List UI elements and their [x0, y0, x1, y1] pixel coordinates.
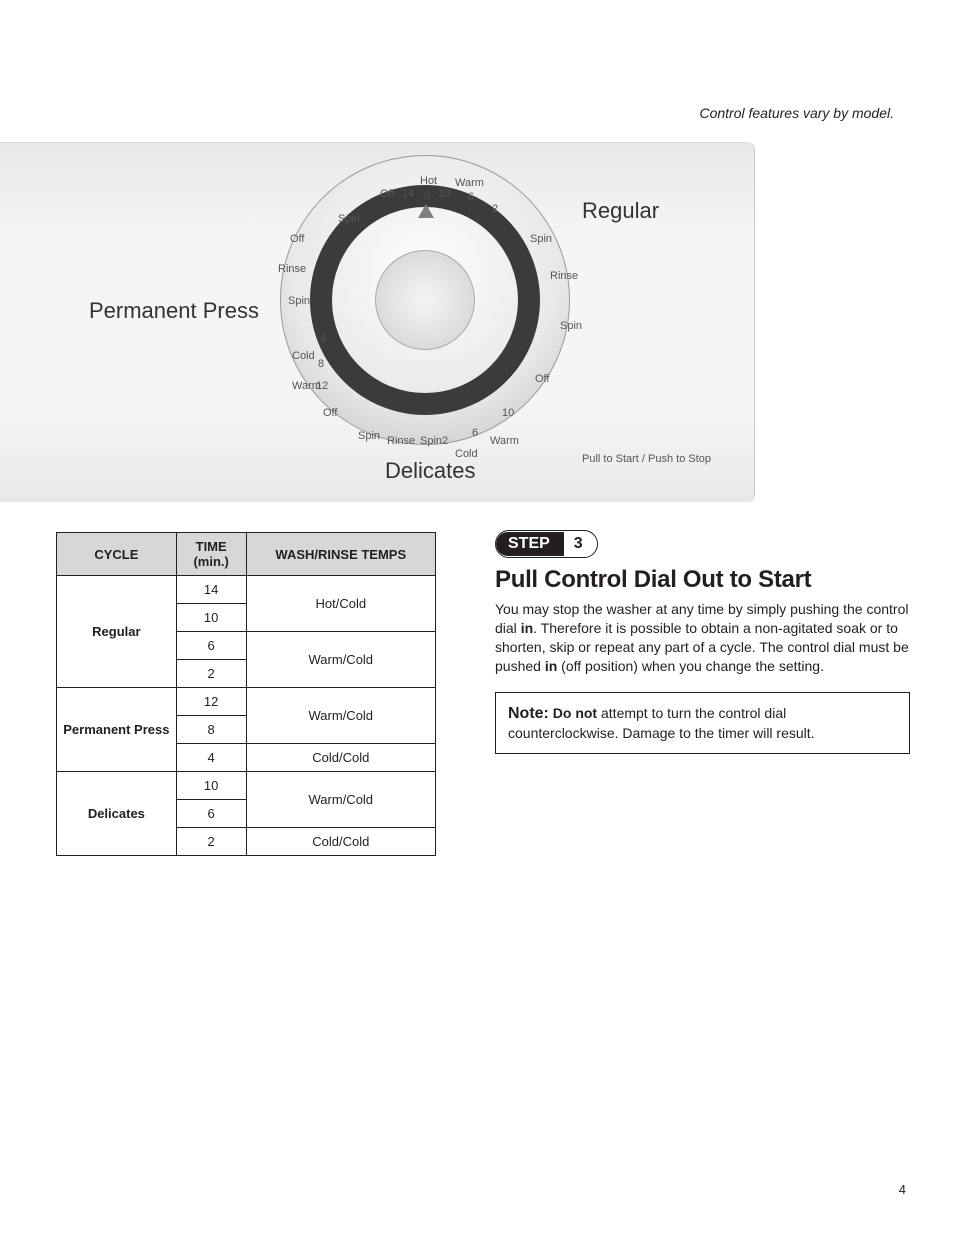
dial-tick: 2 — [442, 435, 448, 447]
dial-tick: Warm — [490, 435, 519, 447]
dial-tick: Spin — [560, 320, 582, 332]
time-cell: 12 — [176, 688, 246, 716]
time-cell: 6 — [176, 800, 246, 828]
time-cell: 2 — [176, 660, 246, 688]
dial-tick: 14 — [402, 188, 414, 200]
dial-tick: 10 — [502, 407, 514, 419]
dial-panel: Permanent Press Regular Delicates Pull t… — [0, 142, 755, 502]
dial-tick: Spin — [358, 430, 380, 442]
dial-tick: 2 — [492, 203, 498, 215]
th-cycle: CYCLE — [57, 533, 177, 576]
step-bold-in: in — [545, 658, 557, 674]
step-text: (off position) when you change the setti… — [557, 658, 824, 674]
cycle-name-cell: Permanent Press — [57, 688, 177, 772]
dial-tick: Off — [535, 373, 549, 385]
table-row: Permanent Press 12 Warm/Cold — [57, 688, 436, 716]
dial-tick: Spin — [288, 295, 310, 307]
dial-tick: 6 — [468, 191, 474, 203]
dial-tick: 8 — [318, 358, 324, 370]
note-lead: Note: — [508, 705, 549, 722]
cycle-name-cell: Regular — [57, 576, 177, 688]
table-body: Regular 14 Hot/Cold 10 6 Warm/Cold 2 Per… — [57, 576, 436, 856]
step-section: STEP 3 Pull Control Dial Out to Start Yo… — [495, 530, 910, 754]
table-header: CYCLE TIME (min.) WASH/RINSE TEMPS — [57, 533, 436, 576]
cycle-name-cell: Delicates — [57, 772, 177, 856]
dial-tick: Warm — [292, 380, 321, 392]
dial-tick: Warm — [455, 177, 484, 189]
time-cell: 6 — [176, 632, 246, 660]
dial-label-regular: Regular — [582, 198, 659, 224]
time-cell: 14 — [176, 576, 246, 604]
temp-cell: Cold/Cold — [246, 744, 435, 772]
dial-tick: Spin — [338, 213, 360, 225]
step-number: 3 — [564, 535, 597, 553]
step-word: STEP — [496, 532, 564, 556]
dial-tick: 4 — [320, 333, 326, 345]
dial-tick: Rinse — [387, 435, 415, 447]
dial-pointer-icon — [418, 204, 434, 218]
temp-cell: Hot/Cold — [246, 576, 435, 632]
dial-label-delicates: Delicates — [385, 458, 475, 484]
note-box: Note: Do not attempt to turn the control… — [495, 692, 910, 754]
temp-cell: Warm/Cold — [246, 632, 435, 688]
dial-tick: Cold — [292, 350, 315, 362]
dial-tick: Cold — [455, 448, 478, 460]
dial-tick: Off — [380, 188, 394, 200]
temp-cell: Warm/Cold — [246, 688, 435, 744]
dial-tick: 10 — [438, 188, 450, 200]
time-cell: 4 — [176, 744, 246, 772]
note-donot: Do not — [553, 705, 597, 721]
step-body: You may stop the washer at any time by s… — [495, 600, 910, 676]
pull-start-text: Pull to Start / Push to Stop — [582, 453, 711, 465]
time-cell: 2 — [176, 828, 246, 856]
dial-tick: Off — [323, 407, 337, 419]
time-cell: 10 — [176, 772, 246, 800]
temp-cell: Cold/Cold — [246, 828, 435, 856]
control-dial[interactable]: Hot Off 14 0 10 6 Warm 2 Spin Rinse Spin… — [280, 155, 570, 445]
dial-knob — [375, 250, 475, 350]
step-badge: STEP 3 — [495, 530, 598, 558]
dial-tick: Spin — [530, 233, 552, 245]
th-time: TIME (min.) — [176, 533, 246, 576]
time-cell: 8 — [176, 716, 246, 744]
page-number: 4 — [899, 1182, 906, 1197]
dial-tick: 6 — [472, 427, 478, 439]
model-note: Control features vary by model. — [699, 105, 894, 121]
dial-tick: 0 — [424, 190, 430, 202]
table-row: Regular 14 Hot/Cold — [57, 576, 436, 604]
dial-tick: Hot — [420, 175, 437, 187]
temp-cell: Warm/Cold — [246, 772, 435, 828]
th-temps: WASH/RINSE TEMPS — [246, 533, 435, 576]
dial-tick: Off — [290, 233, 304, 245]
time-cell: 10 — [176, 604, 246, 632]
step-title: Pull Control Dial Out to Start — [495, 566, 910, 594]
dial-tick: Rinse — [278, 263, 306, 275]
cycle-table: CYCLE TIME (min.) WASH/RINSE TEMPS Regul… — [56, 532, 436, 856]
dial-tick: Rinse — [550, 270, 578, 282]
dial-label-permanent-press: Permanent Press — [89, 298, 259, 324]
dial-tick: Spin — [420, 435, 442, 447]
table-row: Delicates 10 Warm/Cold — [57, 772, 436, 800]
step-bold-in: in — [521, 620, 533, 636]
